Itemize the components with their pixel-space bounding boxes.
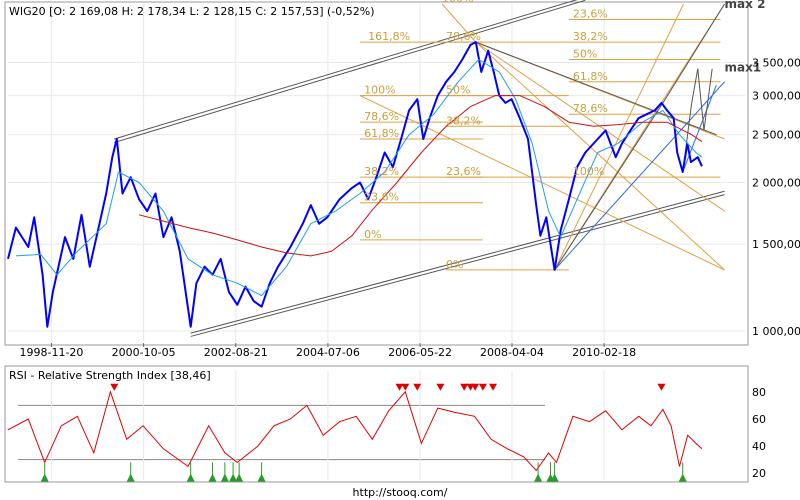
moving-average-short-line — [15, 59, 703, 296]
price-x-axis: 1998-11-20 2000-10-05 2002-08-21 2004-07-06… — [19, 343, 636, 359]
rsi-overbought-marker — [489, 383, 498, 391]
price-chart-title: WIG20 [O: 2 169,08 H: 2 178,34 L: 2 128,… — [9, 5, 375, 18]
rsi-y-axis: 20 40 60 80 — [752, 386, 766, 480]
rsi-oversold-marker — [186, 473, 195, 482]
rsi-oversold-marker — [678, 473, 687, 482]
fib-level-label: 0% — [446, 258, 463, 271]
rsi-y-tick-label: 40 — [752, 440, 766, 453]
channel-lower-line — [190, 194, 725, 337]
fib-fan-line — [554, 3, 684, 271]
fib-level-label: 100% — [364, 84, 395, 97]
rsi-overbought-marker — [110, 383, 119, 391]
fib-fan-line — [475, 41, 725, 212]
projection-line-max1 — [691, 68, 699, 103]
fib-level-label: 50% — [446, 84, 470, 97]
fib-level-label: 100% — [442, 0, 473, 5]
fib-level-label: 161,8% — [368, 30, 410, 43]
trend-line — [554, 102, 664, 271]
channel-lower-line — [190, 190, 725, 334]
moving-average-long-line — [138, 95, 703, 257]
fib-level-label: 61,8% — [573, 70, 608, 83]
channel-upper-line — [114, 0, 578, 140]
fib-level-label: 38,2% — [446, 114, 481, 127]
fib-level-label: 38,2% — [364, 165, 399, 178]
fib-level-label: 100% — [573, 165, 604, 178]
rsi-overbought-marker — [478, 383, 487, 391]
rsi-overbought-marker — [401, 383, 410, 391]
support-line — [554, 81, 725, 271]
projection-line-max1 — [697, 68, 705, 131]
rsi-overbought-marker — [460, 383, 469, 391]
rsi-overbought-marker — [657, 383, 666, 391]
price-grid — [8, 4, 745, 342]
price-y-tick-label: 1 500,00 — [752, 238, 800, 251]
rsi-overbought-marker — [413, 383, 422, 391]
fib-level-label: 78,6% — [364, 110, 399, 123]
rsi-overbought-marker — [436, 383, 445, 391]
price-y-tick-label: 2 000,00 — [752, 176, 800, 189]
rsi-overbought-marker — [395, 383, 404, 391]
rsi-oversold-marker — [550, 473, 559, 482]
source-url[interactable]: http://stooq.com/ — [353, 486, 448, 499]
rsi-chart-title: RSI - Relative Strength Index [38,46] — [9, 369, 211, 382]
resistance-line — [475, 41, 717, 136]
fib-level-label: 50% — [573, 48, 597, 61]
rsi-oversold-marker — [257, 473, 266, 482]
rsi-oversold-marker — [208, 473, 217, 482]
rsi-y-tick-label: 80 — [752, 386, 766, 399]
fib-level-label: 23,6% — [573, 7, 608, 20]
rsi-line — [7, 390, 703, 472]
annotations: max 2 max1 — [725, 0, 766, 75]
annotation-label: max1 — [725, 61, 762, 75]
projection-line-max1 — [703, 68, 713, 131]
rsi-y-tick-label: 60 — [752, 413, 766, 426]
rsi-series-group — [7, 390, 703, 472]
rsi-oversold-marker — [235, 473, 244, 482]
fib-level-label: 61,8% — [364, 127, 399, 140]
price-x-tick-label: 2002-08-21 — [204, 346, 268, 359]
price-x-tick-label: 2006-05-22 — [388, 346, 452, 359]
fibonacci-labels: 161,8% 78,6% 100% 100% 50% 78,6% 38,2% 61,8% 38,… — [364, 0, 608, 271]
rsi-grid — [18, 371, 605, 480]
rsi-panel-frame — [4, 365, 749, 483]
fib-level-label: 23,6% — [364, 191, 399, 204]
fib-level-label: 78,6% — [446, 30, 481, 43]
price-x-tick-label: 1998-11-20 — [19, 346, 83, 359]
rsi-oversold-marker — [220, 473, 229, 482]
price-y-axis: 1 000,00 1 500,00 2 000,00 2 500,00 3 000,00… — [752, 57, 800, 338]
price-y-tick-label: 3 500,00 — [752, 57, 800, 70]
fib-level-label: 38,2% — [573, 30, 608, 43]
price-x-tick-label: 2004-07-06 — [296, 346, 360, 359]
price-series-group — [7, 41, 703, 328]
rsi-oversold-marker — [126, 473, 135, 482]
fib-level-label: 78,6% — [573, 102, 608, 115]
rsi-markers — [40, 383, 687, 482]
rsi-oversold-marker — [229, 473, 238, 482]
price-y-tick-label: 3 000,00 — [752, 90, 800, 103]
fib-fan-line — [475, 41, 725, 271]
channel-upper-line — [114, 0, 586, 143]
projection-line-max2 — [662, 3, 725, 104]
support-line — [682, 84, 717, 173]
annotation-label: max 2 — [725, 0, 766, 11]
rsi-overbought-marker — [471, 383, 480, 391]
fib-level-label: 23,6% — [446, 165, 481, 178]
price-x-tick-label: 2000-10-05 — [112, 346, 176, 359]
price-y-tick-label: 1 000,00 — [752, 325, 800, 338]
rsi-y-tick-label: 20 — [752, 467, 766, 480]
rsi-oversold-marker — [40, 473, 49, 482]
fib-level-label: 0% — [364, 228, 381, 241]
fib-fan-line — [441, 3, 477, 43]
price-x-tick-label: 2010-02-18 — [572, 346, 636, 359]
price-line — [7, 41, 703, 328]
price-y-tick-label: 2 500,00 — [752, 129, 800, 142]
rsi-oversold-marker — [534, 473, 543, 482]
price-x-tick-label: 2008-04-04 — [480, 346, 544, 359]
